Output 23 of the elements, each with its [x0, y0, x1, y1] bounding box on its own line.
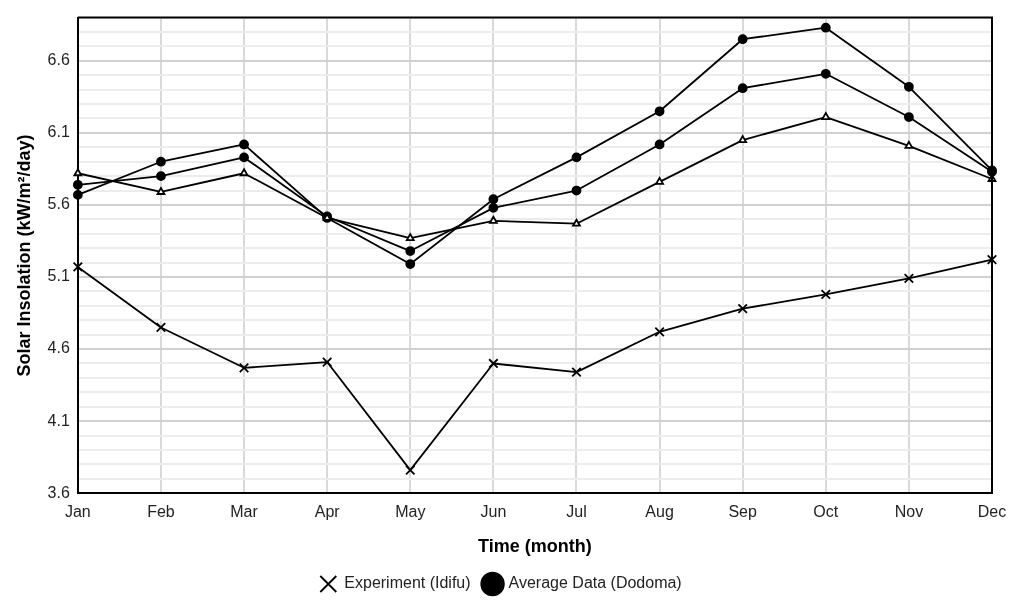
y-tick-label: 6.1 — [47, 123, 70, 141]
x-tick-label: Nov — [894, 503, 924, 521]
x-tick-label: Apr — [314, 503, 341, 521]
x-tick-label: Feb — [147, 503, 175, 521]
y-tick-label: 4.1 — [47, 411, 70, 429]
x-axis-title: Time (month) — [478, 536, 592, 557]
x-tick-label: May — [395, 503, 426, 521]
y-tick-label: 5.1 — [47, 267, 70, 285]
legend-label: Experiment (Idifu) — [344, 574, 471, 592]
y-tick-label: 5.6 — [47, 195, 70, 213]
y-tick-label: 6.6 — [47, 51, 70, 69]
x-tick-label: Mar — [230, 503, 259, 521]
x-tick-label: Aug — [645, 503, 674, 521]
legend-label: Average Data (Dodoma) — [508, 574, 682, 592]
x-tick-label: Jan — [64, 503, 91, 521]
y-tick-label: 4.6 — [47, 339, 70, 357]
y-tick-label: 3.6 — [47, 483, 70, 501]
x-tick-label: Jun — [480, 503, 507, 521]
x-tick-label: Oct — [813, 503, 839, 521]
y-axis-title: Solar Insolation (kW/m²/day) — [13, 134, 34, 377]
x-tick-label: Dec — [977, 503, 1007, 521]
x-tick-label: Sep — [728, 503, 758, 521]
x-tick-label: Jul — [566, 503, 587, 521]
